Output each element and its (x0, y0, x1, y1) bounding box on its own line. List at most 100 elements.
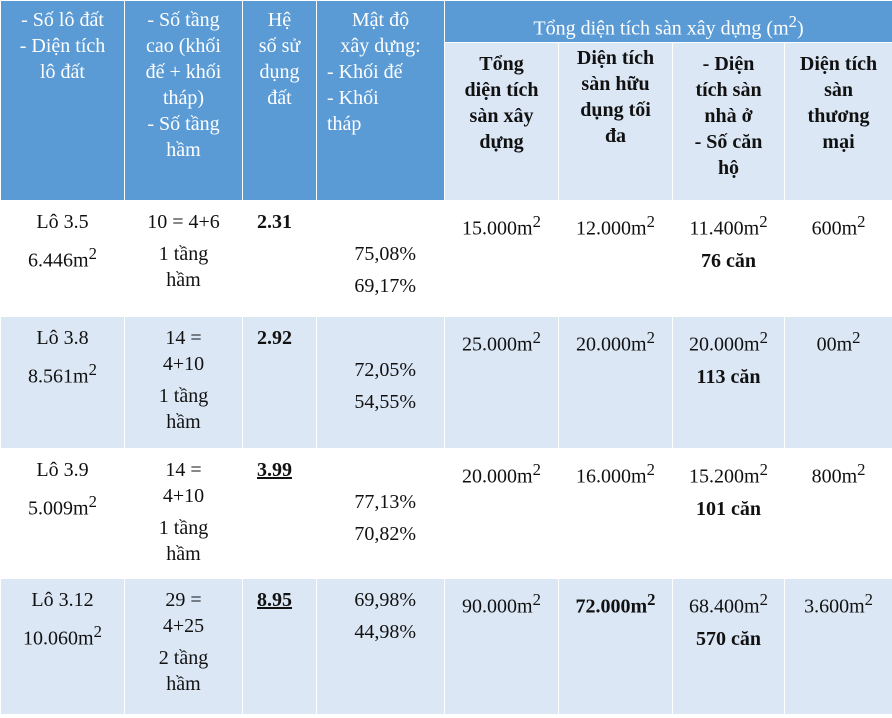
header-text: Hệ (267, 9, 292, 31)
table-row: Lô 3.8 8.561m2 14 = 4+10 1 tầng hầm 2.92… (0, 316, 892, 449)
floors-text: 1 tầng (158, 517, 209, 539)
usable-area-cell: 12.000m2 (558, 200, 673, 317)
header-floor-area-group: Tổng diện tích sàn xây dựng (m2) (443, 0, 892, 43)
superscript: 2 (864, 590, 873, 609)
usable-area-value: 72.000m (575, 595, 648, 618)
floors-cell: 14 = 4+10 1 tầng hầm (124, 448, 243, 579)
superscript: 2 (759, 590, 768, 609)
floors-text: 14 = (165, 327, 202, 349)
header-text: tháp) (162, 87, 205, 109)
coefficient-value: 2.31 (257, 211, 292, 233)
floors-text: 4+10 (162, 485, 205, 507)
header-text: Mật độ (351, 9, 410, 31)
superscript: 2 (88, 360, 97, 379)
header-text: - Khối (327, 87, 379, 109)
floors-text: 4+10 (162, 353, 205, 375)
usable-area-value: 20.000m (576, 333, 647, 356)
header-text: sàn hữu (581, 73, 650, 95)
header-text: dụng tối (580, 99, 651, 121)
total-area-cell: 25.000m2 (444, 316, 559, 449)
lot-area: 10.060m2 (1, 619, 124, 652)
superscript: 2 (788, 12, 797, 31)
unit-count: 570 căn (696, 627, 761, 650)
header-land-use-coefficient: Hệ số sử dụng đất (242, 0, 317, 201)
header-text: lô đất (40, 61, 85, 83)
density-cell: 75,08% 69,17% (316, 200, 445, 317)
density-podium: 69,98% (354, 589, 416, 611)
residential-cell: 68.400m2 570 căn (672, 578, 785, 715)
density-podium: 75,08% (354, 243, 416, 265)
floors-text: hầm (166, 543, 201, 565)
header-text: tích sàn (695, 79, 762, 101)
lot-number: Lô 3.8 (36, 327, 89, 349)
header-text: sàn (824, 79, 853, 101)
header-text: tháp (327, 113, 362, 135)
header-text: hầm (166, 139, 201, 161)
commercial-area-value: 600m (811, 217, 858, 240)
header-floors: - Số tầng cao (khối đế + khối tháp) - Số… (124, 0, 243, 201)
density-cell: 77,13% 70,82% (316, 448, 445, 579)
superscript: 2 (852, 328, 861, 347)
usable-area-cell: 72.000m2 (558, 578, 673, 715)
usable-area-cell: 20.000m2 (558, 316, 673, 449)
header-text: - Khối đế (327, 61, 403, 83)
header-text: diện tích (464, 79, 539, 101)
superscript: 2 (646, 212, 655, 231)
lot-area: 5.009m2 (1, 489, 124, 522)
usable-area-value: 12.000m (576, 217, 647, 240)
floors-cell: 29 = 4+25 2 tầng hầm (124, 578, 243, 715)
commercial-cell: 800m2 (783, 448, 892, 579)
floors-text: 1 tầng (158, 243, 209, 265)
unit-count: 113 căn (696, 365, 761, 388)
superscript: 2 (88, 244, 97, 263)
coefficient-cell: 3.99 (242, 448, 317, 579)
superscript: 2 (93, 622, 102, 641)
total-area-cell: 90.000m2 (444, 578, 559, 715)
header-text: sàn xây (469, 105, 534, 127)
lot-cell: Lô 3.8 8.561m2 (0, 316, 125, 449)
header-text: xây dựng: (340, 35, 421, 57)
lot-area: 8.561m2 (1, 357, 124, 390)
commercial-area-value: 800m (811, 465, 858, 488)
superscript: 2 (646, 460, 655, 479)
table-row: Lô 3.9 5.009m2 14 = 4+10 1 tầng hầm 3.99… (0, 448, 892, 579)
lot-cell: Lô 3.5 6.446m2 (0, 200, 125, 317)
header-text: ) (796, 17, 804, 40)
superscript: 2 (532, 460, 541, 479)
header-commercial-area: Diện tích sàn thương mại (783, 42, 892, 201)
density-cell: 69,98% 44,98% (316, 578, 445, 715)
superscript: 2 (759, 328, 768, 347)
header-text: - Diện (702, 53, 755, 75)
superscript: 2 (646, 328, 655, 347)
floors-cell: 10 = 4+6 1 tầng hầm (124, 200, 243, 317)
header-text: mại (822, 131, 855, 153)
header-text: Tổng (479, 53, 524, 75)
floors-text: 29 = (165, 589, 202, 611)
superscript: 2 (532, 212, 541, 231)
superscript: 2 (857, 212, 866, 231)
header-text: cao (khối (146, 35, 221, 57)
commercial-cell: 600m2 (783, 200, 892, 317)
commercial-cell: 00m2 (783, 316, 892, 449)
unit-count: 76 căn (701, 249, 756, 272)
total-area-value: 15.000m (462, 217, 533, 240)
residential-cell: 20.000m2 113 căn (672, 316, 785, 449)
superscript: 2 (857, 460, 866, 479)
lot-cell: Lô 3.12 10.060m2 (0, 578, 125, 715)
coefficient-value: 3.99 (257, 459, 292, 481)
residential-area-value: 11.400m (689, 217, 760, 240)
lot-number: Lô 3.12 (31, 589, 94, 611)
floors-text: 2 tầng (158, 647, 209, 669)
residential-area-value: 20.000m (689, 333, 760, 356)
floors-text: 14 = (165, 459, 202, 481)
total-area-value: 90.000m (462, 595, 533, 618)
residential-cell: 11.400m2 76 căn (672, 200, 785, 317)
superscript: 2 (88, 492, 97, 511)
header-text: hộ (717, 157, 740, 179)
commercial-area-value: 3.600m (804, 595, 865, 618)
header-text: - Số tầng (147, 9, 220, 31)
superscript: 2 (647, 590, 656, 609)
header-text: đế + khối (145, 61, 222, 83)
density-podium: 72,05% (354, 359, 416, 381)
